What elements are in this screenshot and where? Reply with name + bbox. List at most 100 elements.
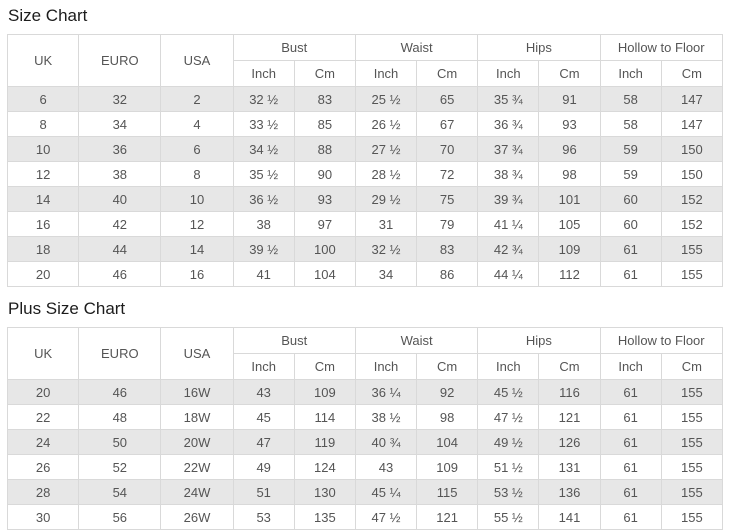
table-cell: 45 ¼ xyxy=(354,479,418,505)
table-cell: 56 xyxy=(78,504,162,530)
table-cell: 41 ¼ xyxy=(477,211,540,237)
table-cell: 51 ½ xyxy=(477,454,540,480)
table-cell: 124 xyxy=(293,454,356,480)
col-header-hips-inch: Inch xyxy=(477,353,540,380)
table-cell: 42 xyxy=(78,211,162,237)
col-header-hollow-to-floor: Hollow to Floor xyxy=(599,34,724,61)
table-cell: 26W xyxy=(160,504,234,530)
table-cell: 32 xyxy=(78,86,162,112)
col-header-hips-cm: Cm xyxy=(538,60,601,87)
table-cell: 45 xyxy=(232,404,295,430)
table-cell: 155 xyxy=(660,479,724,505)
table-cell: 58 xyxy=(599,86,662,112)
table-row: 24 50 20W 47 119 40 ¾ 104 49 ½ 126 61 155 xyxy=(6,429,724,455)
table-cell: 91 xyxy=(538,86,601,112)
table-cell: 53 xyxy=(232,504,295,530)
table-cell: 47 ½ xyxy=(477,404,540,430)
table-cell: 97 xyxy=(293,211,356,237)
table-cell: 130 xyxy=(293,479,356,505)
table-cell: 27 ½ xyxy=(354,136,418,162)
table-cell: 121 xyxy=(538,404,601,430)
table-cell: 104 xyxy=(416,429,479,455)
table-row: 16 42 12 38 97 31 79 41 ¼ 105 60 152 xyxy=(6,211,724,237)
table-cell: 41 xyxy=(232,261,295,287)
table-cell: 116 xyxy=(538,379,601,405)
col-header-bust: Bust xyxy=(232,327,356,354)
table-row: 20 46 16W 43 109 36 ¼ 92 45 ½ 116 61 155 xyxy=(6,379,724,405)
table-cell: 48 xyxy=(78,404,162,430)
table-cell: 35 ½ xyxy=(232,161,295,187)
table-cell: 70 xyxy=(416,136,479,162)
plus-size-chart-header: UK EURO USA Bust Waist Hips Hollow to Fl… xyxy=(6,327,724,380)
table-cell: 136 xyxy=(538,479,601,505)
table-cell: 65 xyxy=(416,86,479,112)
table-cell: 30 xyxy=(6,504,80,530)
table-cell: 24 xyxy=(6,429,80,455)
table-cell: 16 xyxy=(160,261,234,287)
table-cell: 39 ¾ xyxy=(477,186,540,212)
table-cell: 46 xyxy=(78,379,162,405)
table-cell: 114 xyxy=(293,404,356,430)
table-cell: 40 xyxy=(78,186,162,212)
plus-size-chart-body: 20 46 16W 43 109 36 ¼ 92 45 ½ 116 61 155 22 48 18W 45 1… xyxy=(6,379,724,530)
table-cell: 83 xyxy=(293,86,356,112)
spacer xyxy=(7,287,723,293)
table-cell: 20W xyxy=(160,429,234,455)
table-cell: 155 xyxy=(660,261,724,287)
table-cell: 14 xyxy=(6,186,80,212)
col-header-hips: Hips xyxy=(477,34,601,61)
table-row: 10 36 6 34 ½ 88 27 ½ 70 37 ¾ 96 59 150 xyxy=(6,136,724,162)
table-cell: 55 ½ xyxy=(477,504,540,530)
table-cell: 28 ½ xyxy=(354,161,418,187)
table-cell: 105 xyxy=(538,211,601,237)
table-cell: 88 xyxy=(293,136,356,162)
col-header-waist-inch: Inch xyxy=(354,353,418,380)
table-cell: 12 xyxy=(160,211,234,237)
table-cell: 86 xyxy=(416,261,479,287)
table-cell: 121 xyxy=(416,504,479,530)
size-chart-title: Size Chart xyxy=(8,6,88,25)
table-cell: 32 ½ xyxy=(354,236,418,262)
table-cell: 109 xyxy=(293,379,356,405)
table-cell: 79 xyxy=(416,211,479,237)
table-cell: 32 ½ xyxy=(232,86,295,112)
table-cell: 22W xyxy=(160,454,234,480)
table-cell: 147 xyxy=(660,111,724,137)
col-header-euro: EURO xyxy=(78,34,162,87)
table-cell: 61 xyxy=(599,236,662,262)
table-cell: 4 xyxy=(160,111,234,137)
table-cell: 61 xyxy=(599,504,662,530)
table-cell: 51 xyxy=(232,479,295,505)
col-header-hips-cm: Cm xyxy=(538,353,601,380)
table-cell: 26 xyxy=(6,454,80,480)
table-cell: 20 xyxy=(6,261,80,287)
col-header-hollow-inch: Inch xyxy=(599,60,662,87)
col-header-usa: USA xyxy=(160,327,234,380)
table-cell: 98 xyxy=(416,404,479,430)
table-cell: 14 xyxy=(160,236,234,262)
table-cell: 20 xyxy=(6,379,80,405)
table-row: 18 44 14 39 ½ 100 32 ½ 83 42 ¾ 109 61 155 xyxy=(6,236,724,262)
table-cell: 35 ¾ xyxy=(477,86,540,112)
table-cell: 150 xyxy=(660,136,724,162)
table-cell: 24W xyxy=(160,479,234,505)
table-cell: 155 xyxy=(660,504,724,530)
table-cell: 135 xyxy=(293,504,356,530)
col-header-waist: Waist xyxy=(354,327,479,354)
table-cell: 85 xyxy=(293,111,356,137)
col-header-uk: UK xyxy=(6,327,80,380)
table-cell: 18W xyxy=(160,404,234,430)
table-cell: 155 xyxy=(660,404,724,430)
table-cell: 31 xyxy=(354,211,418,237)
table-cell: 33 ½ xyxy=(232,111,295,137)
col-header-hollow-cm: Cm xyxy=(660,60,724,87)
table-row: 8 34 4 33 ½ 85 26 ½ 67 36 ¾ 93 58 147 xyxy=(6,111,724,137)
table-cell: 43 xyxy=(354,454,418,480)
table-cell: 141 xyxy=(538,504,601,530)
col-header-waist-inch: Inch xyxy=(354,60,418,87)
table-cell: 22 xyxy=(6,404,80,430)
table-cell: 2 xyxy=(160,86,234,112)
table-row: 12 38 8 35 ½ 90 28 ½ 72 38 ¾ 98 59 150 xyxy=(6,161,724,187)
col-header-hips: Hips xyxy=(477,327,601,354)
table-row: 28 54 24W 51 130 45 ¼ 115 53 ½ 136 61 155 xyxy=(6,479,724,505)
